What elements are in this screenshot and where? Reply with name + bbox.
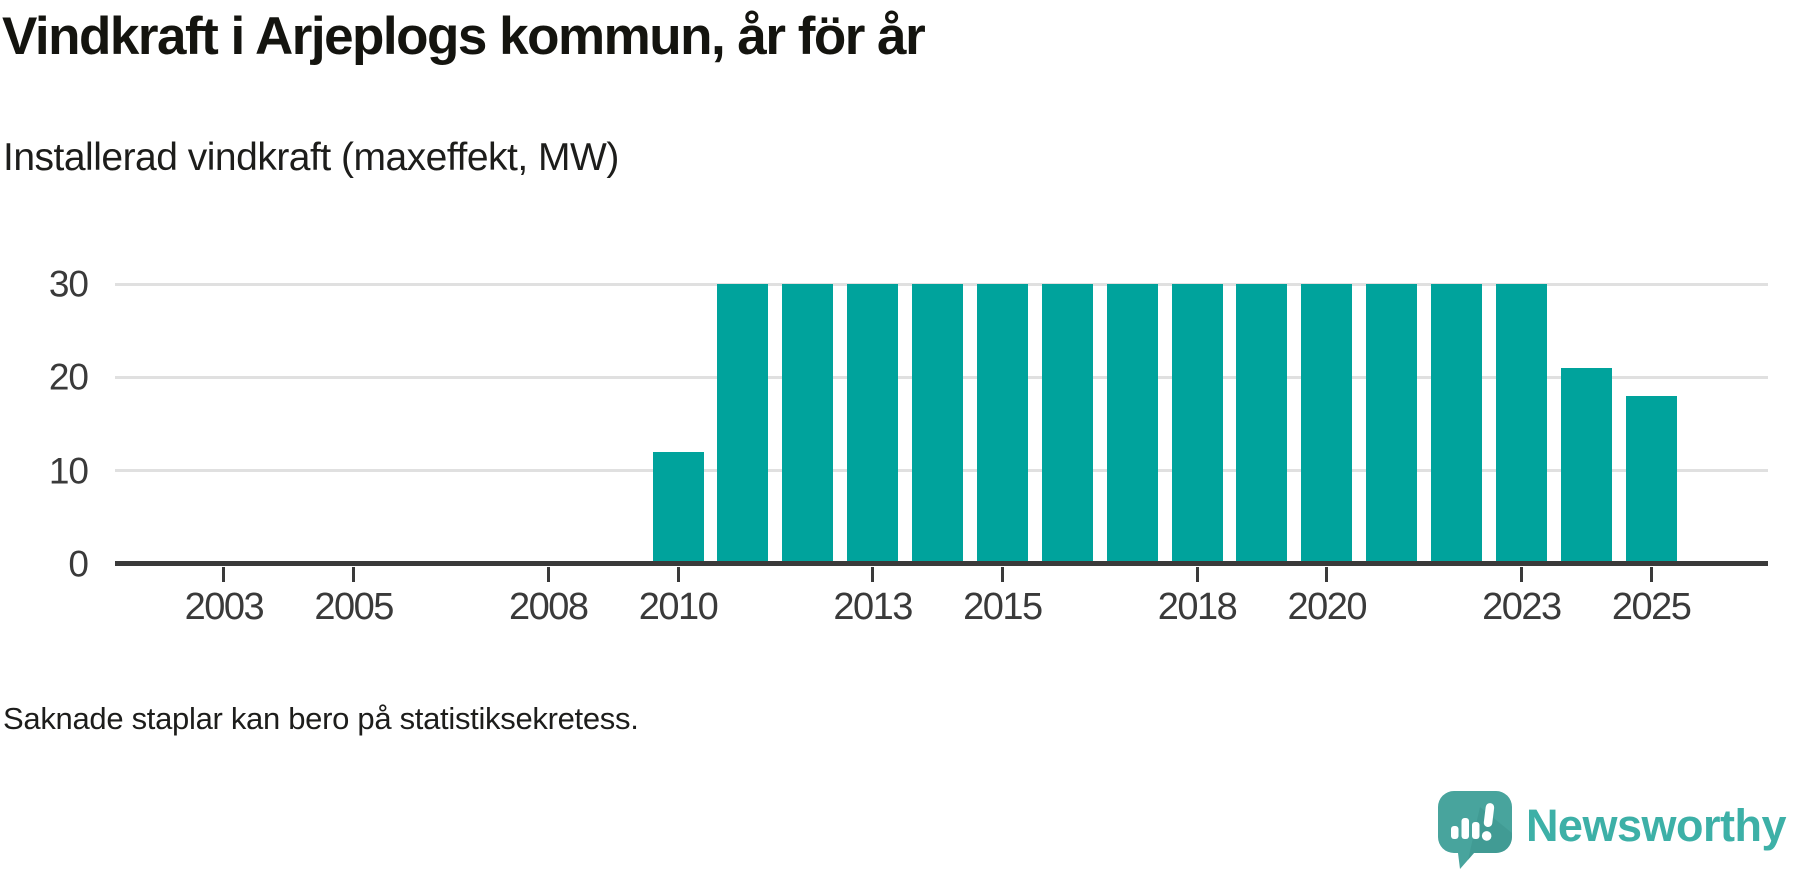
bar-2017: [1106, 284, 1158, 564]
x-tick-mark-2005: [352, 567, 356, 582]
bar-2016: [1041, 284, 1093, 564]
x-tick-label-2018: 2018: [1157, 586, 1238, 628]
x-axis: 2003 2005 2008 2010 2013 2015 2018 2020 2023 2025: [115, 567, 1768, 637]
x-tick-label-2025: 2025: [1611, 586, 1692, 628]
x-tick-label-2013: 2013: [833, 586, 913, 628]
y-tick-label-10: 10: [48, 450, 89, 492]
x-tick-label-2008: 2008: [508, 586, 589, 628]
chart-subtitle: Installerad vindkraft (maxeffekt, MW): [3, 136, 619, 179]
x-tick-label-2023: 2023: [1482, 586, 1562, 628]
x-tick-label-2010: 2010: [638, 586, 719, 628]
bar-2021: [1366, 284, 1418, 564]
x-tick-mark-2025: [1649, 567, 1653, 582]
y-tick-label-20: 20: [48, 356, 89, 398]
x-tick-label-2015: 2015: [963, 586, 1043, 628]
bar-2020: [1301, 284, 1353, 564]
bar-chart-plot-area: [115, 282, 1768, 566]
bar-2023: [1495, 284, 1547, 564]
x-tick-label-2003: 2003: [184, 586, 265, 628]
x-tick-label-2005: 2005: [314, 586, 394, 628]
bar-2018: [1171, 284, 1223, 564]
newsworthy-logo-wordmark: Newsworthy: [1525, 799, 1787, 851]
x-tick-mark-2015: [1000, 567, 1004, 582]
newsworthy-logo: Newsworthy: [1437, 791, 1787, 871]
x-tick-mark-2018: [1195, 567, 1199, 582]
newsworthy-logo-icon: [1437, 791, 1512, 869]
bar-2012: [782, 284, 834, 564]
chart-title: Vindkraft i Arjeplogs kommun, år för år: [2, 7, 926, 66]
x-tick-mark-2023: [1519, 567, 1523, 582]
x-tick-label-2020: 2020: [1287, 586, 1367, 628]
bar-2011: [717, 284, 769, 564]
x-tick-mark-2010: [676, 567, 680, 582]
footnote: Saknade staplar kan bero på statistiksek…: [3, 701, 639, 736]
bar-2025: [1625, 396, 1677, 564]
x-tick-mark-2008: [546, 567, 550, 582]
bar-2015: [976, 284, 1028, 564]
x-tick-mark-2013: [871, 567, 875, 582]
x-axis-line: [115, 561, 1768, 566]
y-tick-label-30: 30: [48, 263, 89, 305]
bar-2019: [1236, 284, 1288, 564]
bar-2014: [912, 284, 963, 564]
bar-2024: [1560, 368, 1612, 564]
x-tick-mark-2020: [1325, 567, 1329, 582]
y-axis-labels: 0 10 20 30: [0, 266, 89, 583]
x-tick-mark-2003: [222, 567, 226, 582]
bar-2010: [652, 452, 704, 564]
bar-2013: [847, 284, 899, 564]
bar-2022: [1431, 284, 1482, 564]
y-tick-label-0: 0: [68, 543, 89, 585]
